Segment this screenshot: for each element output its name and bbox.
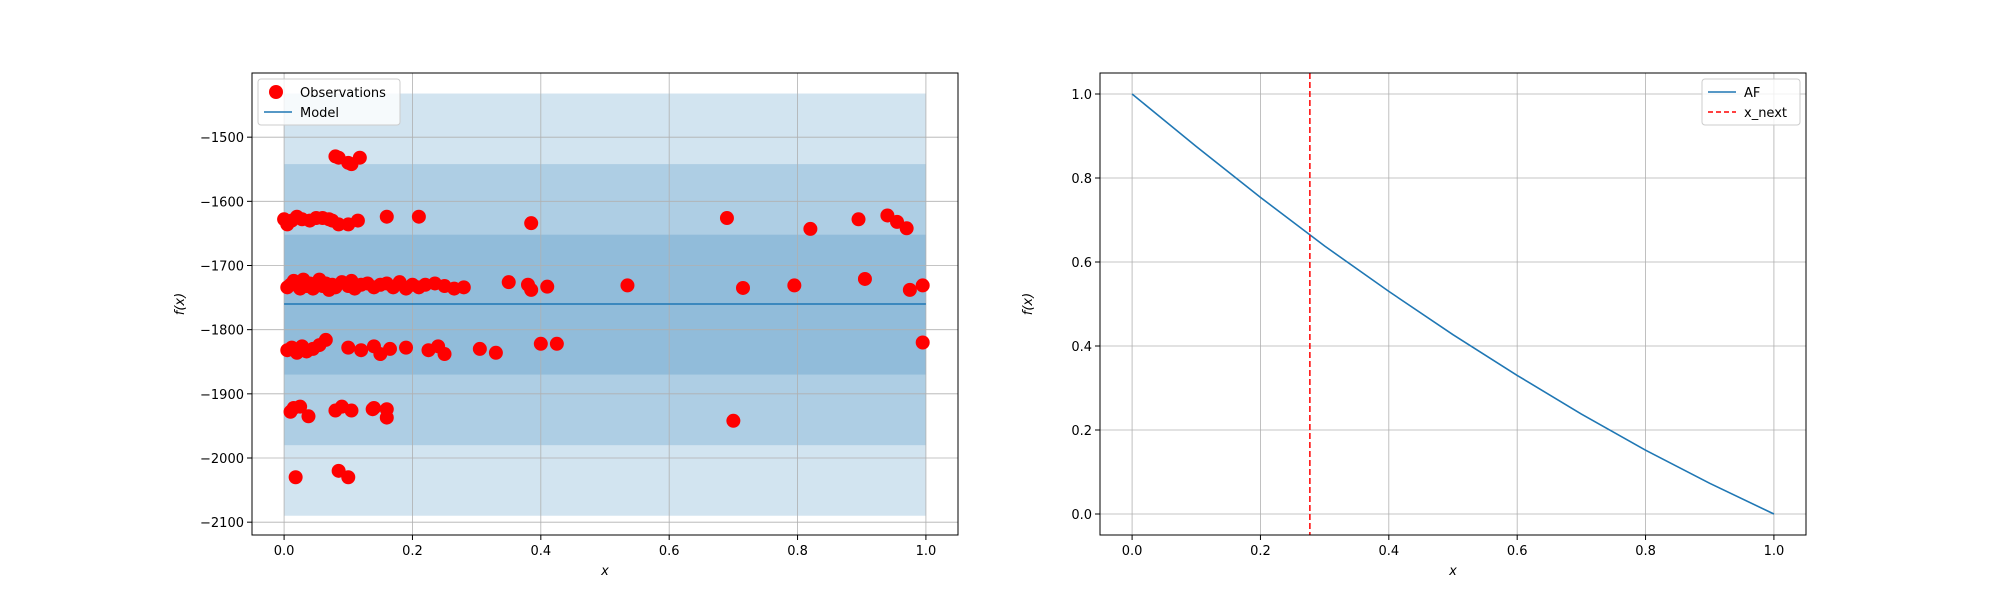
observation-point bbox=[288, 470, 303, 485]
legend: AF x_next bbox=[1701, 78, 1801, 126]
af-line bbox=[1131, 93, 1775, 515]
observation-points bbox=[277, 149, 930, 485]
observation-point bbox=[437, 347, 452, 362]
observation-point bbox=[331, 150, 346, 165]
x-tick-label: 0.8 bbox=[1635, 544, 1656, 559]
y-tick-label: −1800 bbox=[200, 324, 244, 339]
y-tick-label: −1500 bbox=[200, 131, 244, 146]
x-axis-label: x bbox=[1448, 564, 1457, 579]
observation-point bbox=[501, 275, 516, 290]
observation-point bbox=[735, 280, 750, 295]
observation-point bbox=[411, 209, 426, 224]
y-tick-label: 0.8 bbox=[1071, 172, 1092, 187]
observation-point bbox=[803, 221, 818, 236]
observation-point bbox=[399, 340, 414, 355]
axes-frame bbox=[251, 72, 959, 536]
observation-point bbox=[899, 221, 914, 236]
y-tick-label: −2100 bbox=[200, 516, 244, 531]
observation-point bbox=[620, 278, 635, 293]
observation-point bbox=[456, 280, 471, 295]
observation-point bbox=[354, 343, 369, 358]
x-tick-label: 0.4 bbox=[1378, 544, 1399, 559]
observation-point bbox=[533, 336, 548, 351]
observation-point bbox=[915, 335, 930, 350]
y-axis-label: f(x) bbox=[173, 293, 188, 315]
x-axis-label: x bbox=[600, 564, 609, 579]
observation-point bbox=[331, 217, 346, 232]
observation-point bbox=[902, 282, 917, 297]
observation-point bbox=[350, 213, 365, 228]
observation-point bbox=[540, 279, 555, 294]
legend-label-observations: Observations bbox=[300, 86, 386, 101]
legend-box bbox=[1701, 78, 1801, 126]
acquisition-panel: 0.0 0.2 0.4 0.6 0.8 1.0 0.00.20.40.60.81.0 x … bbox=[1021, 72, 1807, 579]
observation-point bbox=[318, 332, 333, 347]
observation-point bbox=[344, 157, 359, 172]
axes-frame bbox=[1099, 72, 1807, 536]
observation-point bbox=[341, 340, 356, 355]
observation-point bbox=[379, 209, 394, 224]
observation-point bbox=[719, 211, 734, 226]
af-curve bbox=[1131, 93, 1775, 515]
x-tick-label: 1.0 bbox=[916, 544, 937, 559]
observation-point bbox=[524, 216, 539, 231]
x-tick-label: 0.6 bbox=[1507, 544, 1528, 559]
x-tick-label: 0.0 bbox=[274, 544, 295, 559]
observation-point bbox=[472, 341, 487, 356]
observation-point bbox=[524, 282, 539, 297]
observation-point bbox=[382, 341, 397, 356]
observation-point bbox=[549, 336, 564, 351]
x-tick-label: 0.4 bbox=[530, 544, 551, 559]
y-tick-label: −1600 bbox=[200, 195, 244, 210]
observation-point bbox=[726, 413, 741, 428]
y-tick-label: 1.0 bbox=[1071, 88, 1092, 103]
y-axis-ticks: −2100 −2000 −1900 −1800 −1700 −1600 −1500 bbox=[200, 131, 252, 531]
observation-point bbox=[857, 271, 872, 286]
x-tick-label: 1.0 bbox=[1764, 544, 1785, 559]
observation-point bbox=[341, 470, 356, 485]
observation-point bbox=[365, 402, 380, 417]
x-tick-label: 0.0 bbox=[1122, 544, 1143, 559]
legend-box bbox=[257, 78, 401, 126]
x-axis-ticks: 0.0 0.2 0.4 0.6 0.8 1.0 bbox=[1122, 535, 1785, 559]
x-axis-ticks: 0.0 0.2 0.4 0.6 0.8 1.0 bbox=[274, 535, 937, 559]
observation-point bbox=[293, 399, 308, 414]
legend-label-x-next: x_next bbox=[1744, 106, 1787, 121]
legend: Observations Model bbox=[257, 78, 401, 126]
legend-label-af: AF bbox=[1744, 86, 1760, 101]
grid-lines bbox=[1100, 73, 1806, 535]
x-tick-label: 0.2 bbox=[402, 544, 423, 559]
x-tick-label: 0.8 bbox=[787, 544, 808, 559]
observations-panel: 0.0 0.2 0.4 0.6 0.8 1.0 −2100−2000−1900−1800−… bbox=[173, 72, 959, 579]
observation-point bbox=[851, 212, 866, 227]
y-tick-label: −1900 bbox=[200, 388, 244, 403]
y-tick-label: 0.2 bbox=[1071, 424, 1092, 439]
y-tick-label: 0.4 bbox=[1071, 340, 1092, 355]
y-tick-label: 0.6 bbox=[1071, 256, 1092, 271]
observation-point bbox=[787, 278, 802, 293]
x-tick-label: 0.6 bbox=[659, 544, 680, 559]
y-axis-label: f(x) bbox=[1021, 293, 1036, 315]
legend-marker-observations bbox=[269, 85, 283, 99]
y-axis-ticks: 0.0 0.2 0.4 0.6 0.8 1.0 bbox=[1071, 88, 1100, 523]
y-tick-label: −2000 bbox=[200, 452, 244, 467]
observation-point bbox=[301, 409, 316, 424]
y-tick-label: −1700 bbox=[200, 260, 244, 275]
observation-point bbox=[379, 402, 394, 417]
observation-point bbox=[344, 403, 359, 418]
observation-point bbox=[915, 278, 930, 293]
y-tick-label: 0.0 bbox=[1071, 508, 1092, 523]
observation-point bbox=[488, 345, 503, 360]
x-tick-label: 0.2 bbox=[1250, 544, 1271, 559]
legend-label-model: Model bbox=[300, 106, 339, 121]
